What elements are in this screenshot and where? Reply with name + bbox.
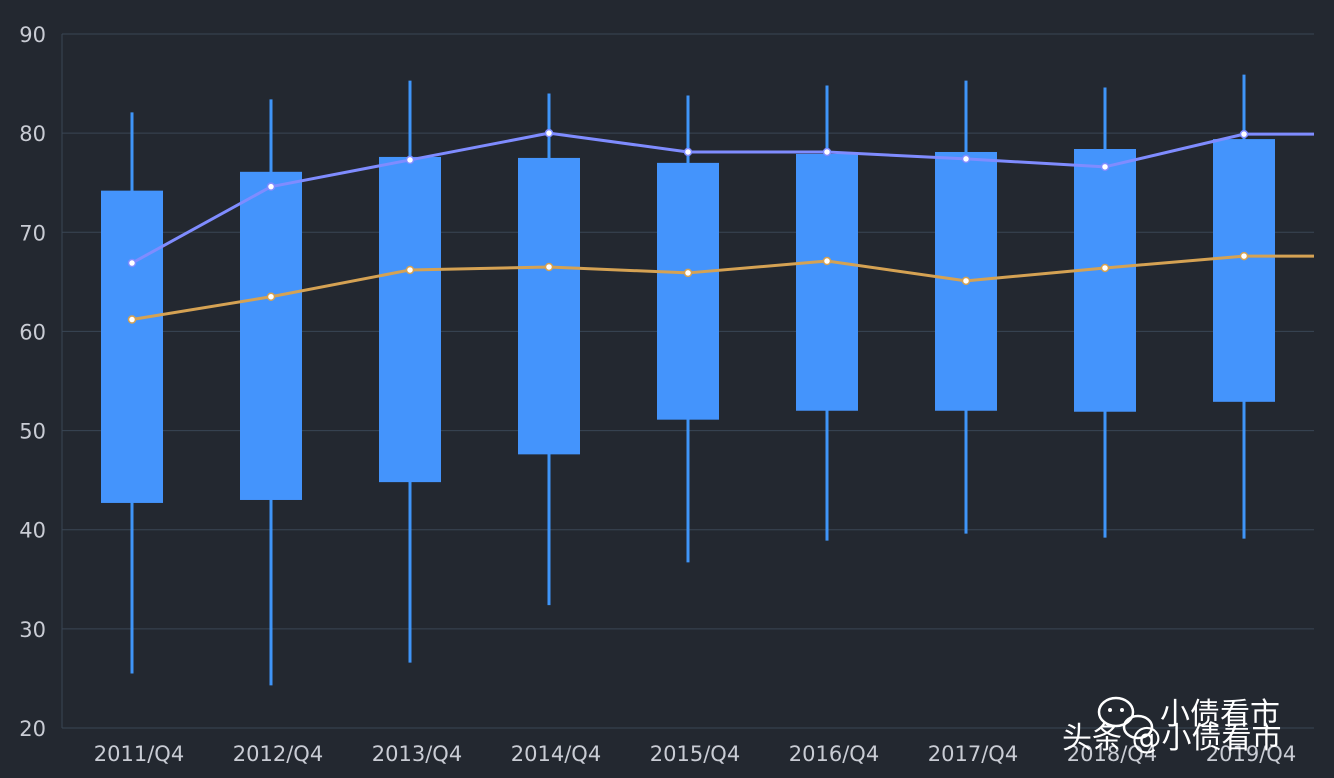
boxes	[101, 139, 1275, 503]
series-point	[683, 268, 693, 278]
y-tick-label: 70	[19, 221, 46, 245]
box	[1213, 139, 1275, 402]
series-lines	[127, 128, 1314, 324]
series-line	[131, 131, 1314, 265]
series-point	[544, 128, 554, 138]
series-point	[127, 258, 137, 268]
box	[1074, 149, 1136, 412]
y-tick-label: 90	[19, 23, 46, 47]
box	[657, 162, 719, 420]
series-line	[131, 254, 1314, 322]
series-point	[405, 265, 415, 275]
series-point	[683, 147, 693, 157]
x-tick-label: 2011/Q4	[94, 742, 184, 766]
y-tick-label: 20	[19, 717, 46, 741]
series-point	[1239, 129, 1249, 139]
series-point	[1239, 251, 1249, 261]
series-point	[822, 256, 832, 266]
series-point	[1100, 162, 1110, 172]
series-point	[405, 155, 415, 165]
x-tick-label: 2013/Q4	[372, 742, 462, 766]
x-tick-label: 2012/Q4	[233, 742, 323, 766]
y-tick-label: 30	[19, 618, 46, 642]
box	[518, 157, 580, 455]
y-tick-label: 50	[19, 420, 46, 444]
y-axis-ticks: 20 30 40 50 60 70 80 90	[19, 23, 46, 741]
watermark-line1: 小债看市	[1160, 697, 1280, 732]
series-point	[1100, 263, 1110, 273]
x-tick-label: 2016/Q4	[789, 742, 879, 766]
watermark-line2: 头条 @小债看市	[1062, 721, 1282, 756]
y-tick-label: 40	[19, 519, 46, 543]
box	[379, 156, 441, 483]
series-point	[961, 154, 971, 164]
x-tick-label: 2015/Q4	[650, 742, 740, 766]
x-tick-label: 2018/Q4	[1067, 742, 1157, 766]
wechat-icon	[1097, 696, 1154, 740]
series-point	[961, 276, 971, 286]
x-tick-label: 2014/Q4	[511, 742, 601, 766]
x-axis-ticks: 2011/Q4 2012/Q4 2013/Q4 2014/Q4 2015/Q4 2016/…	[94, 742, 1296, 766]
y-tick-label: 80	[19, 122, 46, 146]
x-tick-label: 2019/Q4	[1206, 742, 1296, 766]
series-point	[127, 315, 137, 324]
y-tick-label: 60	[19, 320, 46, 344]
series-point	[266, 182, 276, 191]
series-point	[822, 147, 832, 157]
watermark: 小债看市 头条 @小债看市	[1062, 696, 1282, 756]
box	[101, 190, 163, 503]
box	[240, 171, 302, 500]
series-point	[544, 262, 554, 272]
box	[796, 153, 858, 411]
x-tick-label: 2017/Q4	[928, 742, 1018, 766]
series-point	[266, 292, 276, 301]
